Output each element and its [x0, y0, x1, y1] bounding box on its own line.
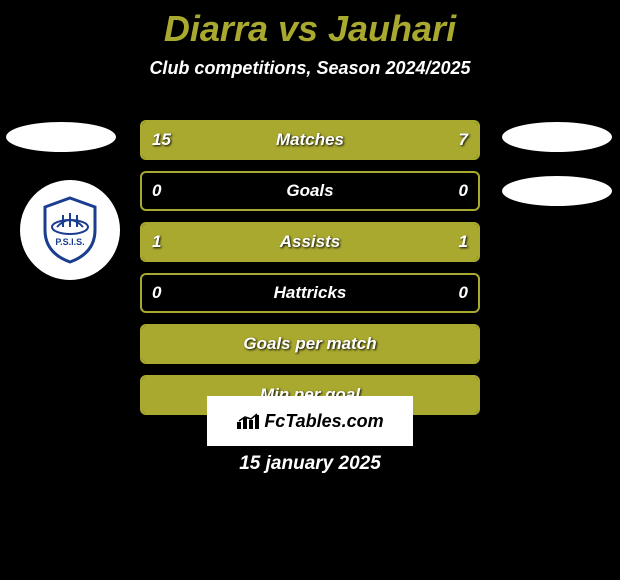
stat-value-right: 0: [459, 275, 468, 311]
stat-value-left: 0: [152, 173, 161, 209]
stat-label: Goals per match: [142, 326, 478, 362]
stat-value-right: 7: [459, 122, 468, 158]
date-text: 15 january 2025: [0, 453, 620, 475]
stat-row: Hattricks0 0: [140, 273, 480, 313]
stat-label: Goals: [142, 173, 478, 209]
right-team-oval-2: [502, 176, 612, 206]
comparison-card: Diarra vs Jauhari Club competitions, Sea…: [0, 0, 620, 580]
stat-value-left: 0: [152, 275, 161, 311]
stat-row: Goals per match: [140, 324, 480, 364]
left-team-logo: P.S.I.S.: [20, 180, 120, 280]
stat-value-right: 0: [459, 173, 468, 209]
left-team-oval: [6, 122, 116, 152]
stat-label: Matches: [142, 122, 478, 158]
psis-crest-icon: P.S.I.S.: [35, 195, 105, 265]
page-title: Diarra vs Jauhari: [0, 0, 620, 50]
svg-text:P.S.I.S.: P.S.I.S.: [55, 237, 84, 247]
stat-row: Matches15 7: [140, 120, 480, 160]
subtitle: Club competitions, Season 2024/2025: [0, 58, 620, 79]
stat-bars: Matches157Goals00Assists11Hattricks00Goa…: [140, 120, 480, 426]
stat-label: Assists: [142, 224, 478, 260]
fctables-chart-icon: [236, 412, 260, 430]
stat-value-left: 1: [152, 224, 161, 260]
stat-row: Goals0 0: [140, 171, 480, 211]
brand-text: FcTables.com: [264, 411, 383, 432]
brand-box: FcTables.com: [207, 396, 413, 446]
stat-row: Assists1 1: [140, 222, 480, 262]
stat-label: Hattricks: [142, 275, 478, 311]
stat-value-right: 1: [459, 224, 468, 260]
stat-value-left: 15: [152, 122, 171, 158]
right-team-oval-1: [502, 122, 612, 152]
